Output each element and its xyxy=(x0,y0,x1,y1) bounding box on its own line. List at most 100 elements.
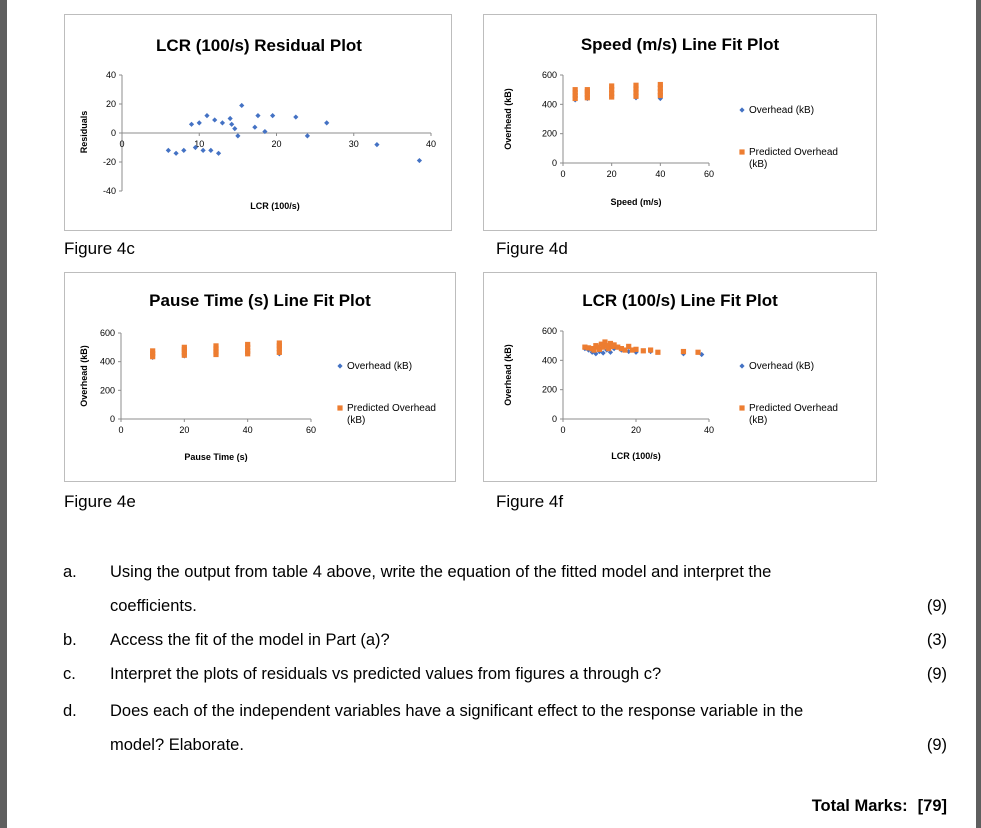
data-point xyxy=(215,150,222,156)
data-point xyxy=(633,86,639,92)
figure-caption-4f: Figure 4f xyxy=(496,492,564,511)
data-point xyxy=(602,339,608,345)
data-point xyxy=(374,142,380,148)
data-point xyxy=(572,92,578,99)
data-point xyxy=(255,113,261,119)
data-point xyxy=(239,102,245,109)
chart-title: Pause Time (s) Line Fit Plot xyxy=(149,291,371,310)
y-axis-label: Overhead (kB) xyxy=(503,344,513,406)
data-point xyxy=(276,343,282,349)
data-point xyxy=(245,341,251,348)
x-tick-label: 20 xyxy=(631,425,641,435)
data-point xyxy=(181,352,187,358)
data-point xyxy=(245,344,251,350)
data-point xyxy=(235,133,241,139)
data-point xyxy=(276,349,282,355)
data-point xyxy=(337,405,343,411)
data-point xyxy=(188,121,195,127)
y-tick-label: 400 xyxy=(100,357,115,367)
figure-caption-4d: Figure 4d xyxy=(496,239,568,258)
data-point xyxy=(245,351,251,357)
y-axis-label: Residuals xyxy=(79,111,89,154)
data-point xyxy=(572,90,578,96)
legend-entry-label: Predicted Overhead xyxy=(347,403,436,414)
x-tick-label: 30 xyxy=(349,139,359,149)
y-tick-label: 20 xyxy=(106,99,116,109)
x-tick-label: 60 xyxy=(306,425,316,435)
data-point xyxy=(337,363,343,369)
y-tick-label: 600 xyxy=(542,70,557,80)
data-point xyxy=(304,133,310,139)
question-b-letter: b. xyxy=(63,631,77,649)
y-tick-label: 0 xyxy=(111,128,116,138)
x-axis-label: LCR (100/s) xyxy=(611,451,661,461)
data-point xyxy=(181,344,187,350)
data-point xyxy=(655,349,661,355)
y-tick-label: 0 xyxy=(552,158,557,168)
data-point xyxy=(600,350,606,356)
data-point xyxy=(252,124,258,130)
data-point xyxy=(606,346,612,352)
data-point xyxy=(609,87,615,93)
data-point xyxy=(572,95,578,102)
legend-entry-label: Predicted Overhead xyxy=(749,147,838,158)
x-tick-label: 60 xyxy=(704,169,714,179)
question-d-line-2: model? Elaborate. xyxy=(110,736,244,754)
x-tick-label: 0 xyxy=(119,139,124,149)
y-tick-label: -40 xyxy=(103,186,116,196)
x-tick-label: 20 xyxy=(271,139,281,149)
chart-svg: Pause Time (s) Line Fit Plot 600 400 200 00 2… xyxy=(79,291,436,462)
chart-svg: LCR (100/s) Line Fit Plot 600 400 200 00 20 40… xyxy=(503,291,838,461)
data-point xyxy=(604,343,610,349)
question-b-marks: (3) xyxy=(926,631,947,649)
chart-title: LCR (100/s) Line Fit Plot xyxy=(582,291,778,310)
data-point xyxy=(622,347,628,353)
question-d-marks: (9) xyxy=(926,736,947,754)
data-point xyxy=(572,87,578,93)
legend-entry-label: (kB) xyxy=(749,159,767,170)
data-point xyxy=(600,344,606,350)
data-point xyxy=(229,121,235,127)
data-point xyxy=(200,147,206,153)
data-point xyxy=(596,346,603,352)
x-tick-label: 40 xyxy=(655,169,665,179)
data-point xyxy=(196,120,202,126)
x-tick-label: 40 xyxy=(704,425,714,435)
data-point xyxy=(657,89,663,95)
data-point xyxy=(324,120,330,126)
chart-linefit-pause-time: Pause Time (s) Line Fit Plot 600 400 200 0 0 2… xyxy=(64,272,456,482)
legend-entry-label: Predicted Overhead xyxy=(749,403,838,414)
question-d-line-1: Does each of the independent variables h… xyxy=(110,702,804,720)
data-point xyxy=(150,351,156,357)
data-point xyxy=(212,117,218,123)
data-point xyxy=(633,93,639,99)
data-point xyxy=(629,347,635,353)
data-point xyxy=(739,107,745,113)
chart-residual-lcr: LCR (100/s) Residual Plot 40 20 0 -20 -40 0 10 2… xyxy=(64,14,452,231)
data-point xyxy=(657,81,663,88)
y-tick-label: 400 xyxy=(542,355,557,365)
data-point xyxy=(615,344,621,350)
x-axis-label: LCR (100/s) xyxy=(250,201,300,211)
data-point xyxy=(276,346,282,352)
data-point xyxy=(232,126,238,132)
data-point xyxy=(181,147,187,153)
y-tick-label: 40 xyxy=(106,70,116,80)
data-point xyxy=(150,354,156,360)
data-point xyxy=(165,147,171,153)
data-point xyxy=(640,348,646,354)
y-tick-label: 0 xyxy=(110,414,115,424)
data-point xyxy=(213,346,219,352)
data-point xyxy=(293,114,299,120)
data-point xyxy=(739,405,745,411)
question-c-line-1: Interpret the plots of residuals vs pred… xyxy=(110,665,662,683)
total-marks-label: Total Marks: xyxy=(811,797,908,815)
x-tick-label: 0 xyxy=(560,425,565,435)
data-point xyxy=(416,157,423,164)
data-point xyxy=(680,348,687,355)
figure-caption-4c: Figure 4c xyxy=(64,239,135,258)
x-tick-label: 40 xyxy=(426,139,436,149)
y-tick-label: 600 xyxy=(100,328,115,338)
legend-entry-label: (kB) xyxy=(749,415,767,426)
